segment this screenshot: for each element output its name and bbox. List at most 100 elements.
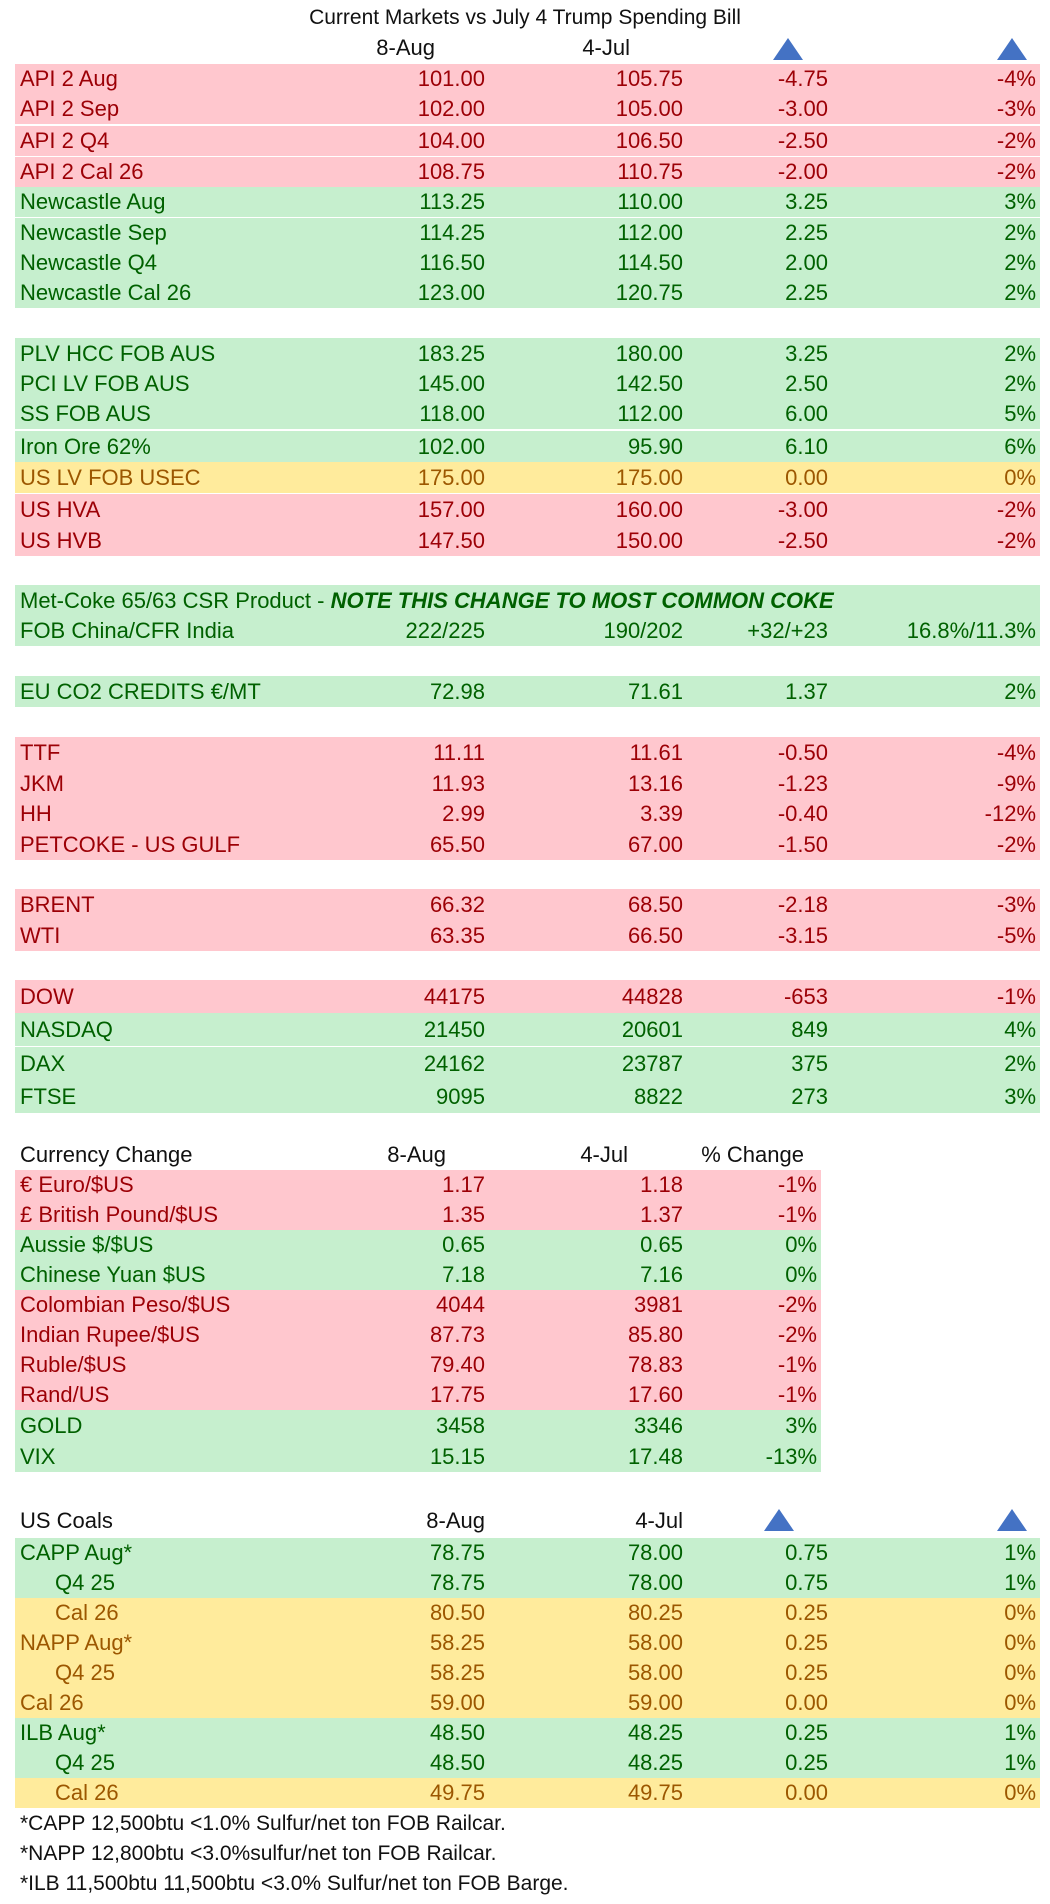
value-4-jul: 175.00 (615, 465, 683, 490)
table-row: Rand/US 17.75 17.60 -1% (15, 1380, 821, 1410)
value-4-jul: 120.75 (615, 280, 683, 305)
value-8-aug: 59.00 (429, 1690, 485, 1715)
table-row: DOW 44175 44828 -653 -1% (15, 980, 1040, 1013)
row-label: Newcastle Cal 26 (20, 280, 192, 305)
percent-change: 3% (785, 1413, 817, 1438)
change: 0.25 (785, 1750, 828, 1775)
change: -0.40 (777, 801, 828, 826)
row-label: Colombian Peso/$US (20, 1292, 231, 1317)
table-row: Ruble/$US 79.40 78.83 -1% (15, 1350, 821, 1380)
row-label: Rand/US (20, 1382, 110, 1407)
value-8-aug: 78.75 (429, 1540, 485, 1565)
triangle-up-icon (773, 38, 803, 60)
percent-change: -2% (777, 1322, 817, 1347)
value-8-aug: 24162 (423, 1051, 485, 1076)
row-label: Iron Ore 62% (20, 434, 151, 459)
row-label: US HVB (20, 528, 102, 553)
row-label: DOW (20, 984, 74, 1009)
percent-change: 2% (1004, 679, 1036, 704)
currency-header-label: Currency Change (20, 1142, 193, 1167)
value-4-jul: 150.00 (615, 528, 683, 553)
change: 273 (791, 1084, 828, 1109)
table-row: Cal 26 49.75 49.75 0.00 0% (15, 1778, 1040, 1808)
percent-change: 0% (785, 1232, 817, 1257)
value-8-aug: 65.50 (429, 832, 485, 857)
header-4-jul: 4-Jul (582, 35, 630, 60)
percent-change: 1% (1004, 1540, 1036, 1565)
percent-change: -12% (984, 801, 1036, 826)
table-row: Q4 25 58.25 58.00 0.25 0% (15, 1658, 1040, 1688)
value-8-aug: 3458 (436, 1413, 485, 1438)
value-4-jul: 48.25 (627, 1720, 683, 1745)
row-label: Indian Rupee/$US (20, 1322, 200, 1347)
value-4-jul: 3981 (634, 1292, 683, 1317)
value-8-aug: 102.00 (417, 434, 485, 459)
change: -2.50 (777, 128, 828, 153)
value-4-jul: 78.83 (627, 1352, 683, 1377)
row-label: PETCOKE - US GULF (20, 832, 241, 857)
change: 0.00 (785, 1690, 828, 1715)
table-row: Newcastle Q4 116.50 114.50 2.00 2% (15, 248, 1040, 278)
percent-change: 5% (1004, 401, 1036, 426)
row-label: JKM (20, 771, 64, 796)
page-title: Current Markets vs July 4 Trump Spending… (309, 6, 741, 29)
table-row: HH 2.99 3.39 -0.40 -12% (15, 798, 1040, 829)
row-label: PLV HCC FOB AUS (20, 341, 216, 366)
percent-change: -2% (777, 1292, 817, 1317)
percent-change: 16.8%/11.3% (906, 618, 1036, 643)
change: 1.37 (785, 679, 828, 704)
row-label: € Euro/$US (20, 1172, 134, 1197)
header-4-jul: 4-Jul (580, 1142, 628, 1167)
table-row: Q4 25 78.75 78.00 0.75 1% (15, 1568, 1040, 1598)
table-row: US HVB 147.50 150.00 -2.50 -2% (15, 525, 1040, 556)
currency-header: Currency Change 8-Aug 4-Jul % Change (15, 1140, 821, 1170)
percent-change: 3% (1004, 189, 1036, 214)
value-8-aug: 58.25 (429, 1660, 485, 1685)
row-label: BRENT (20, 892, 95, 917)
header-8-aug: 8-Aug (387, 1142, 446, 1167)
value-4-jul: 3346 (634, 1413, 683, 1438)
value-8-aug: 87.73 (429, 1322, 485, 1347)
table-row: £ British Pound/$US 1.35 1.37 -1% (15, 1200, 821, 1230)
change: 0.25 (785, 1720, 828, 1745)
table-row: FOB China/CFR India 222/225 190/202 +32/+23… (15, 615, 1040, 646)
value-4-jul: 80.25 (627, 1600, 683, 1625)
column-header: 8-Aug 4-Jul (15, 34, 1040, 62)
value-8-aug: 222/225 (405, 618, 485, 643)
row-label: FTSE (20, 1084, 77, 1109)
value-8-aug: 114.25 (419, 220, 485, 245)
us-coals-header: US Coals 8-Aug 4-Jul (15, 1505, 1040, 1537)
change: 0.75 (785, 1570, 828, 1595)
value-4-jul: 95.90 (627, 434, 683, 459)
metcoke-product: Met-Coke 65/63 CSR Product - (20, 588, 331, 613)
table-row: Colombian Peso/$US 4044 3981 -2% (15, 1290, 821, 1320)
row-label: Q4 25 (55, 1750, 115, 1775)
row-label: Q4 25 (55, 1570, 115, 1595)
change: 3.25 (785, 341, 828, 366)
value-4-jul: 71.61 (627, 679, 683, 704)
table-row: TTF 11.11 11.61 -0.50 -4% (15, 737, 1040, 768)
value-4-jul: 112.00 (617, 220, 683, 245)
value-8-aug: 4044 (436, 1292, 485, 1317)
percent-change: -5% (996, 923, 1036, 948)
row-label: Newcastle Q4 (20, 250, 157, 275)
us-coals-header-label: US Coals (20, 1508, 113, 1533)
percent-change: -3% (996, 892, 1036, 917)
percent-change: 2% (1004, 1051, 1036, 1076)
row-label: API 2 Cal 26 (20, 159, 144, 184)
value-4-jul: 8822 (634, 1084, 683, 1109)
change: -3.00 (777, 497, 828, 522)
value-8-aug: 72.98 (429, 679, 485, 704)
percent-change: -3% (996, 96, 1036, 121)
value-4-jul: 105.00 (615, 96, 683, 121)
value-8-aug: 1.17 (442, 1172, 485, 1197)
value-8-aug: 1.35 (442, 1202, 485, 1227)
percent-change: -2% (996, 528, 1036, 553)
percent-change: 2% (1004, 280, 1036, 305)
row-label: API 2 Sep (20, 96, 120, 121)
row-label: US HVA (20, 497, 101, 522)
value-4-jul: 58.00 (627, 1630, 683, 1655)
percent-change: 0% (1004, 1780, 1036, 1805)
value-4-jul: 58.00 (627, 1660, 683, 1685)
row-label: NASDAQ (20, 1017, 113, 1042)
